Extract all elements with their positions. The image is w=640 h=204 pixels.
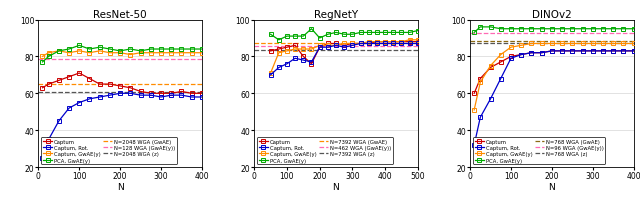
Legend: Captum, Captum, Rot., Captum, GwAE(y), PCA, GwAE(y), N=7392 WGA (GwAE), N=462 WG: Captum, Captum, Rot., Captum, GwAE(y), P…: [257, 137, 393, 165]
Title: ResNet-50: ResNet-50: [93, 10, 147, 20]
X-axis label: N: N: [333, 182, 339, 191]
Legend: Captum, Captum, Rot., Captum, GwAE(y), PCA, GwAE(y), N=2048 WGA (GwAE), N=128 WG: Captum, Captum, Rot., Captum, GwAE(y), P…: [41, 137, 177, 165]
X-axis label: N: N: [116, 182, 124, 191]
Legend: Captum, Captum, Rot., Captum, GwAE(y), PCA, GwAE(y), N=768 WGA (GwAE), N=96 WGA : Captum, Captum, Rot., Captum, GwAE(y), P…: [473, 137, 605, 165]
X-axis label: N: N: [548, 182, 556, 191]
Title: DINOv2: DINOv2: [532, 10, 572, 20]
Title: RegNetY: RegNetY: [314, 10, 358, 20]
